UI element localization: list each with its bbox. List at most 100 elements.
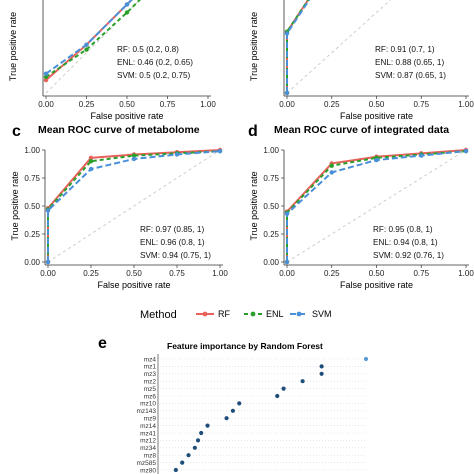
y-tick-label: 0.75 [263, 174, 279, 183]
feature-label: mz143 [136, 408, 156, 415]
data-point-svm [124, 2, 130, 7]
x-tick-label: 0.50 [369, 269, 385, 278]
data-point-enl [88, 159, 94, 164]
legend-label-rf: RF [218, 309, 230, 319]
feature-label: mz5 [144, 386, 157, 393]
x-axis-label: False positive rate [97, 280, 170, 290]
x-tick-label: 0.75 [413, 269, 429, 278]
feature-label: mz4 [144, 356, 157, 363]
data-point-svm [284, 259, 290, 265]
data-point-svm [284, 31, 290, 36]
feature-label: mz8 [144, 453, 157, 460]
feature-label: mz12 [140, 438, 156, 445]
data-point-svm [43, 71, 49, 76]
data-point-svm [131, 156, 137, 162]
x-tick-label: 0.75 [169, 269, 185, 278]
reference-diagonal [47, 149, 221, 263]
data-point-enl [329, 163, 334, 168]
feature-label: mz80 [140, 467, 156, 474]
legend-title: Method [140, 309, 177, 321]
data-point-svm [45, 259, 51, 265]
y-tick-label: 1.00 [263, 146, 279, 155]
auc-annotation: SVM: 0.94 (0.75, 1) [140, 251, 211, 260]
legend-marker-svm [296, 311, 302, 317]
feature-label: mz6 [144, 393, 157, 400]
x-tick-label: 0.25 [83, 269, 99, 278]
y-axis-label: True positive rate [8, 12, 18, 81]
data-point-svm [284, 90, 290, 96]
feature-label: mz34 [140, 445, 156, 452]
auc-annotation: RF: 0.5 (0.2, 0.8) [117, 45, 179, 54]
feature-importance-point [363, 356, 369, 362]
auc-annotation: RF: 0.95 (0.8, 1) [373, 225, 433, 234]
x-tick-label: 0.75 [160, 100, 176, 109]
feature-importance-point [237, 401, 242, 406]
panel-letter: c [12, 123, 21, 140]
auc-annotation: ENL: 0.94 (0.8, 1) [373, 238, 438, 247]
legend: Method RF ENL SVM [140, 309, 332, 321]
feature-label: mz41 [140, 430, 156, 437]
panel-letter: d [248, 123, 258, 140]
feature-label: mz1 [144, 364, 157, 371]
x-tick-label: 0.00 [38, 100, 54, 109]
legend-label-svm: SVM [312, 309, 332, 319]
data-point-svm [329, 170, 334, 175]
panel-title: Mean ROC curve of metabolome [38, 124, 200, 136]
series-line-svm [286, 0, 311, 93]
x-tick-label: 1.00 [200, 100, 216, 109]
roc-panel-c: 0.00 0.25 0.50 0.75 1.00 0.00 0.25 0.50 0.75 1.00… [10, 123, 228, 290]
x-tick-label: 1.00 [458, 100, 474, 109]
auc-annotation: ENL: 0.88 (0.65, 1) [375, 58, 444, 67]
feature-importance-point [195, 438, 201, 443]
y-tick-label: 0.00 [24, 258, 40, 267]
y-tick-label: 0.25 [24, 230, 40, 239]
data-point-enl [131, 153, 137, 158]
auc-annotation: SVM: 0.5 (0.2, 0.75) [117, 71, 191, 80]
x-tick-label: 0.25 [324, 269, 340, 278]
roc-panel-d: 0.00 0.25 0.50 0.75 1.00 0.00 0.25 0.50 0.75 1.00… [248, 123, 474, 290]
series-line-svm [286, 150, 467, 262]
feature-importance-point [319, 371, 324, 376]
data-point-svm [374, 157, 379, 163]
feature-label: mz2 [144, 379, 157, 386]
data-point-svm [88, 166, 94, 172]
data-point-svm [174, 152, 180, 157]
y-tick-label: 1.00 [24, 146, 40, 155]
data-point-svm [463, 148, 469, 154]
feature-importance-point [300, 379, 305, 384]
auc-annotation: RF: 0.97 (0.85, 1) [140, 225, 204, 234]
y-tick-label: 0.50 [263, 202, 279, 211]
data-point-enl [43, 74, 49, 80]
panel-title: Mean ROC curve of integrated data [274, 124, 449, 136]
data-point-enl [124, 10, 130, 15]
y-tick-label: 0.00 [263, 258, 279, 267]
feature-importance-point [319, 364, 324, 369]
auc-annotation: SVM: 0.92 (0.76, 1) [373, 251, 444, 260]
legend-marker-rf [202, 311, 208, 317]
x-tick-label: 0.25 [79, 100, 95, 109]
reference-diagonal [286, 149, 467, 263]
panel-title: Feature importance by Random Forest [167, 341, 323, 351]
x-tick-label: 0.25 [324, 100, 340, 109]
data-point-svm [419, 153, 424, 158]
feature-importance-point [224, 416, 229, 421]
reference-diagonal [286, 0, 392, 94]
x-tick-label: 0.50 [119, 100, 135, 109]
feature-importance-point [205, 423, 210, 428]
legend-label-enl: ENL [266, 309, 284, 319]
x-tick-label: 1.00 [458, 269, 474, 278]
series-line-enl [47, 150, 221, 262]
auc-annotation: ENL: 0.46 (0.2, 0.65) [117, 58, 193, 67]
feature-importance-point [281, 386, 286, 391]
x-tick-label: 0.50 [126, 269, 142, 278]
feature-importance-point [180, 460, 185, 465]
feature-importance-point [230, 408, 235, 413]
feature-label: mz9 [144, 416, 157, 423]
auc-annotation: SVM: 0.87 (0.65, 1) [375, 71, 446, 80]
data-point-rf [43, 77, 49, 83]
feature-importance-point [199, 430, 204, 436]
x-tick-label: 0.50 [369, 100, 385, 109]
x-axis-label: False positive rate [340, 280, 413, 290]
feature-importance-panel: e Feature importance by Random Forestmz4m… [98, 335, 369, 474]
